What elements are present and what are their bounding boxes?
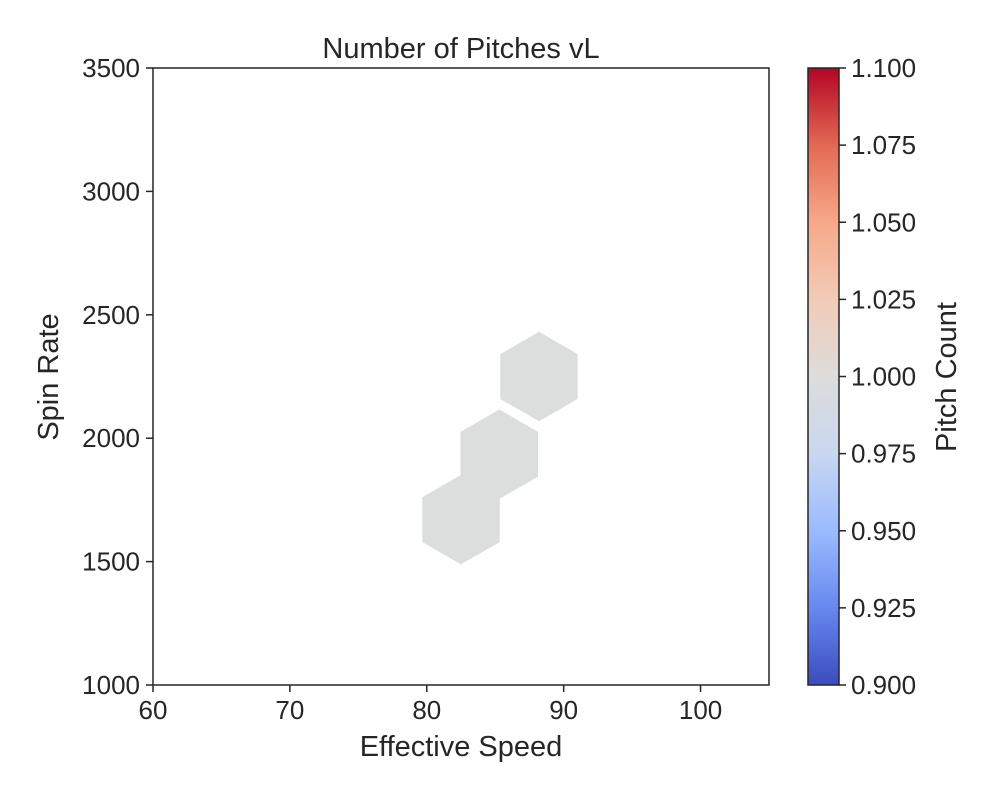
y-tick-label: 3000: [82, 176, 140, 206]
y-tick-label: 2000: [82, 423, 140, 453]
colorbar-tick-label: 1.100: [851, 53, 916, 83]
x-tick-label: 90: [549, 695, 578, 725]
chart-title: Number of Pitches vL: [322, 33, 599, 65]
colorbar-tick-label: 0.950: [851, 516, 916, 546]
x-tick-label: 60: [139, 695, 168, 725]
colorbar-title: Pitch Count: [931, 302, 963, 452]
colorbar-tick-label: 0.975: [851, 439, 916, 469]
colorbar-tick-label: 0.925: [851, 593, 916, 623]
y-axis: 1000 1500 2000 2500 3000 3500: [82, 53, 153, 700]
x-axis: 60 70 80 90 100: [139, 685, 722, 725]
colorbar: 0.900 0.925 0.950 0.975 1.000 1.025 1.050 1.075…: [807, 53, 963, 700]
colorbar-tick-label: 1.075: [851, 130, 916, 160]
y-axis-title: Spin Rate: [33, 313, 65, 440]
x-tick-label: 70: [275, 695, 304, 725]
hex-cells: [422, 331, 578, 565]
colorbar-ticks: 0.900 0.925 0.950 0.975 1.000 1.025 1.050 1.075…: [839, 53, 916, 700]
y-tick-label: 1000: [82, 670, 140, 700]
hex-cell: [500, 331, 578, 422]
plot-frame: [152, 67, 770, 686]
y-tick-label: 1500: [82, 547, 140, 577]
colorbar-tick-label: 1.025: [851, 284, 916, 314]
plot-area: 60 70 80 90 100 1000 1500 2000 2500 3000 3500: [82, 53, 770, 725]
x-tick-label: 80: [412, 695, 441, 725]
x-tick-label: 100: [679, 695, 722, 725]
colorbar-gradient: [808, 68, 839, 685]
y-tick-label: 3500: [82, 53, 140, 83]
x-axis-title: Effective Speed: [360, 731, 563, 763]
colorbar-tick-label: 1.050: [851, 207, 916, 237]
colorbar-tick-label: 1.000: [851, 362, 916, 392]
y-tick-label: 2500: [82, 300, 140, 330]
hex-cell: [460, 409, 539, 499]
colorbar-tick-label: 0.900: [851, 670, 916, 700]
